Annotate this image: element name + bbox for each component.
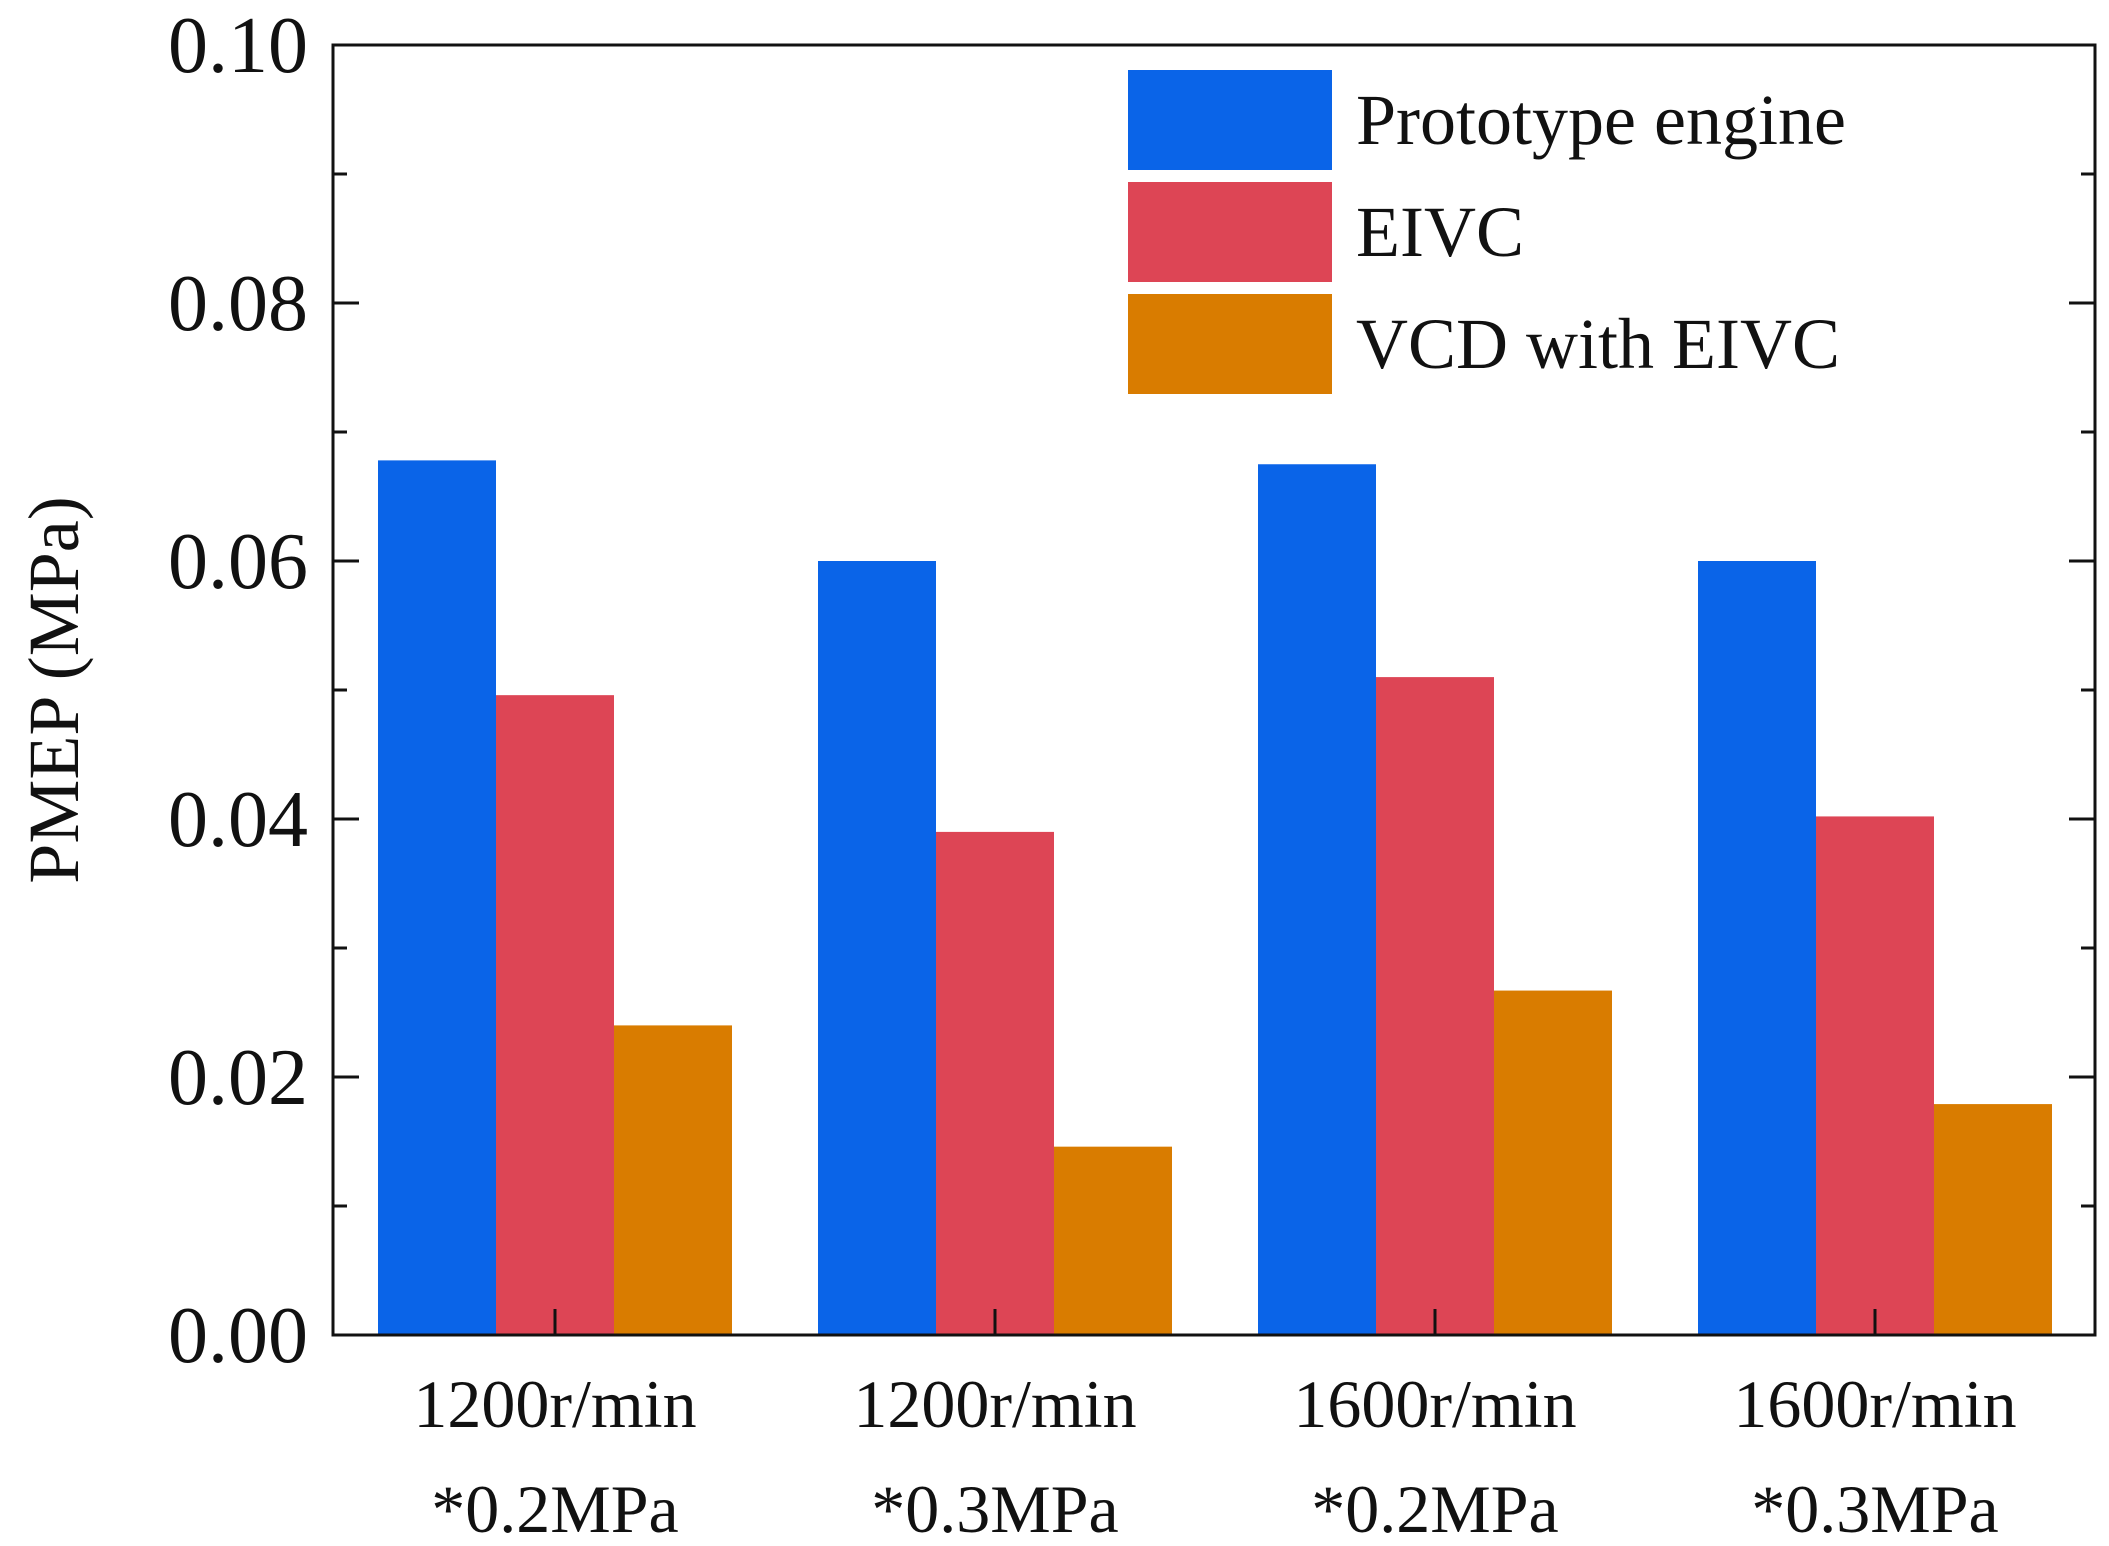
bar-vcd-with-eivc-3 <box>1494 990 1612 1335</box>
y-tick-label: 0.08 <box>168 260 308 348</box>
y-tick-label: 0.04 <box>168 776 308 864</box>
y-tick-label: 0.06 <box>168 518 308 606</box>
x-tick-label: *0.3MPa <box>1751 1471 1998 1541</box>
bar-eivc-2 <box>936 831 1054 1335</box>
bar-prototype-engine-4 <box>1698 561 1816 1335</box>
bars <box>378 460 2052 1335</box>
bar-vcd-with-eivc-4 <box>1934 1104 2052 1335</box>
x-tick-label: *0.2MPa <box>1311 1471 1558 1541</box>
y-tick-label: 0.02 <box>168 1034 308 1122</box>
legend-label-3: VCD with EIVC <box>1356 304 1840 384</box>
bar-prototype-engine-1 <box>378 460 496 1335</box>
legend: Prototype engine EIVC VCD with EIVC <box>1128 70 1846 394</box>
bar-eivc-1 <box>496 695 614 1335</box>
x-tick-label: 1600r/min <box>1293 1366 1576 1442</box>
x-tick-label: 1200r/min <box>413 1366 696 1442</box>
bar-prototype-engine-2 <box>818 561 936 1335</box>
legend-swatch-3 <box>1128 294 1332 394</box>
bar-prototype-engine-3 <box>1258 464 1376 1335</box>
y-axis-label: PMEP (MPa) <box>14 496 94 883</box>
x-tick-label: 1600r/min <box>1733 1366 2016 1442</box>
legend-swatch-2 <box>1128 182 1332 282</box>
bar-vcd-with-eivc-1 <box>614 1025 732 1335</box>
y-tick-label: 0.10 <box>168 2 308 90</box>
x-tick-label: *0.2MPa <box>431 1471 678 1541</box>
bar-eivc-4 <box>1816 816 1934 1335</box>
ticks <box>333 43 2095 1337</box>
legend-swatch-1 <box>1128 70 1332 170</box>
y-tick-label: 0.00 <box>168 1292 308 1380</box>
legend-label-2: EIVC <box>1356 192 1524 272</box>
bar-eivc-3 <box>1376 677 1494 1335</box>
x-tick-label: *0.3MPa <box>871 1471 1118 1541</box>
tick-labels: 0.00 0.02 0.04 0.06 0.08 0.10 1200r/min *0.2MPa… <box>168 2 2017 1546</box>
legend-label-1: Prototype engine <box>1356 80 1846 160</box>
x-tick-label: 1200r/min <box>853 1366 1136 1442</box>
bar-vcd-with-eivc-2 <box>1054 1146 1172 1335</box>
